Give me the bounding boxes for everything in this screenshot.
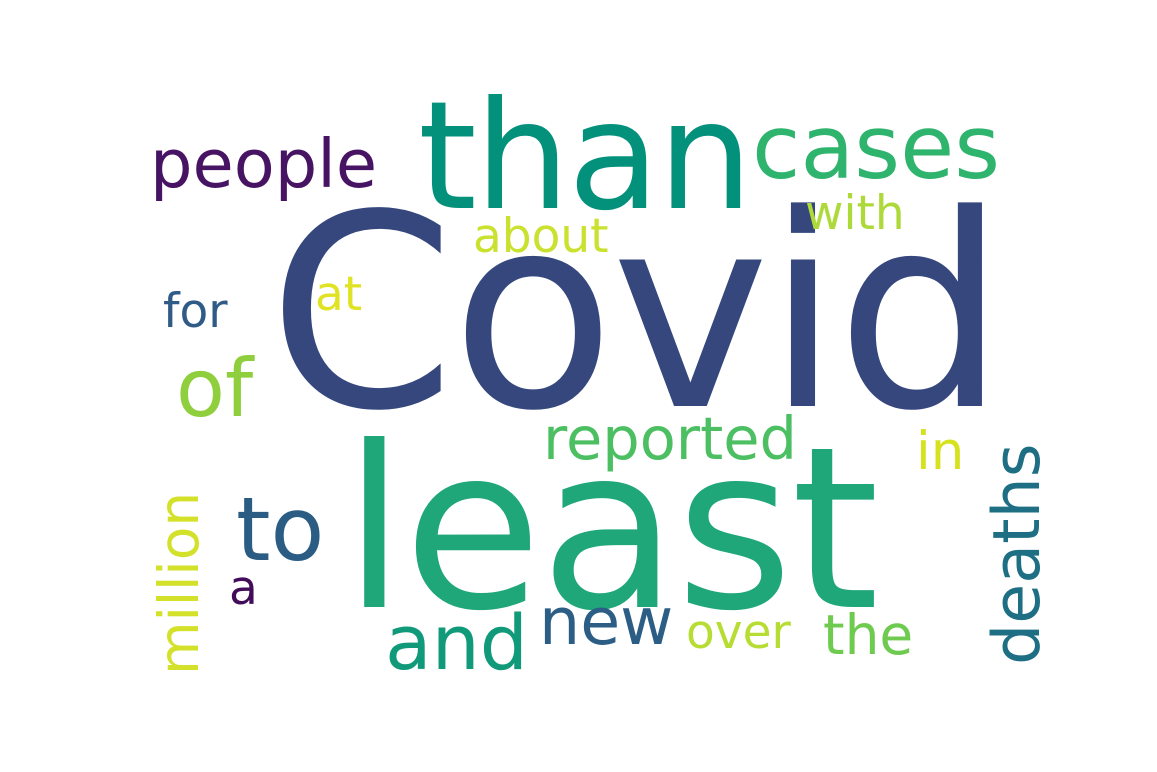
word-new: new bbox=[539, 585, 674, 660]
word-people: people bbox=[150, 125, 378, 203]
word-over: over bbox=[686, 605, 791, 660]
word-the: the bbox=[823, 603, 914, 667]
word-covid: Covid bbox=[268, 158, 1006, 470]
word-reported: reported bbox=[543, 404, 797, 473]
word-and: and bbox=[385, 598, 528, 687]
word-of: of bbox=[176, 342, 254, 435]
word-at: at bbox=[315, 267, 363, 322]
word-about: about bbox=[473, 209, 609, 264]
word-with: with bbox=[805, 186, 905, 241]
word-deaths: deaths bbox=[980, 443, 1055, 665]
word-than: than bbox=[418, 70, 753, 244]
word-cases: cases bbox=[752, 96, 1001, 199]
word-for: for bbox=[163, 284, 228, 339]
word-in: in bbox=[916, 421, 965, 482]
word-to: to bbox=[236, 478, 325, 581]
word-least: least bbox=[343, 399, 879, 661]
word-million: million bbox=[147, 491, 211, 675]
word-a: a bbox=[229, 561, 258, 616]
